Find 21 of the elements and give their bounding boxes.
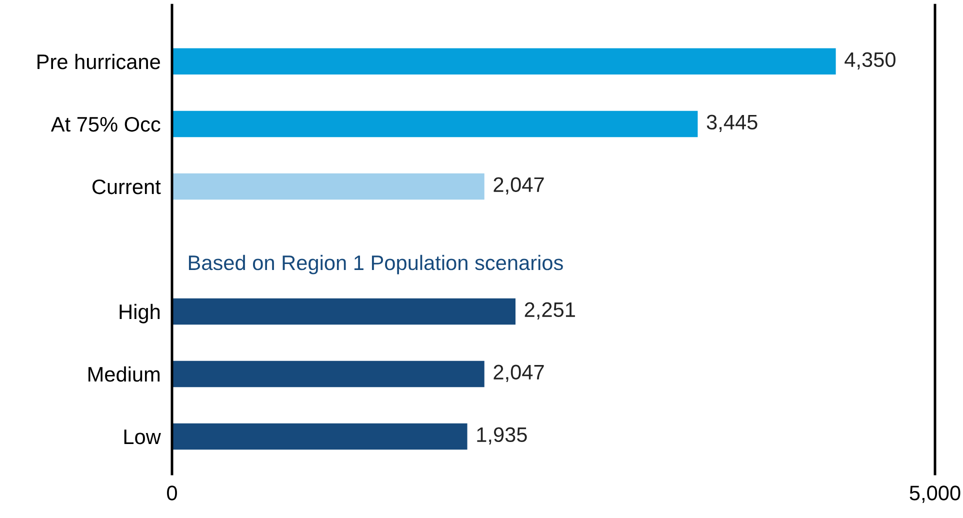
bar [172,110,698,138]
y-tick-label: High [120,304,160,324]
y-tick-label: Medium [88,366,160,382]
bar [172,173,484,200]
y-tick-label: At 75% Occ [50,116,160,132]
data-label: 2,047 [494,364,544,382]
bar [172,48,836,75]
data-label: 2,251 [524,302,575,320]
y-tick-label: Current [92,179,161,194]
x-tick-label: 5,000 [910,486,960,503]
bar [172,360,484,388]
data-label: 2,047 [494,177,544,194]
data-label: 3,445 [706,114,758,132]
x-tick-label: 0 [167,486,177,500]
y-tick-label: Low [124,430,161,444]
annotation: Based on Region 1 Population scenarios [188,254,563,274]
data-label: 4,350 [844,52,896,70]
bar [172,298,516,325]
y-tick-label: Pre hurricane [38,54,160,70]
bar [172,423,468,450]
data-label: 1,935 [477,427,527,445]
